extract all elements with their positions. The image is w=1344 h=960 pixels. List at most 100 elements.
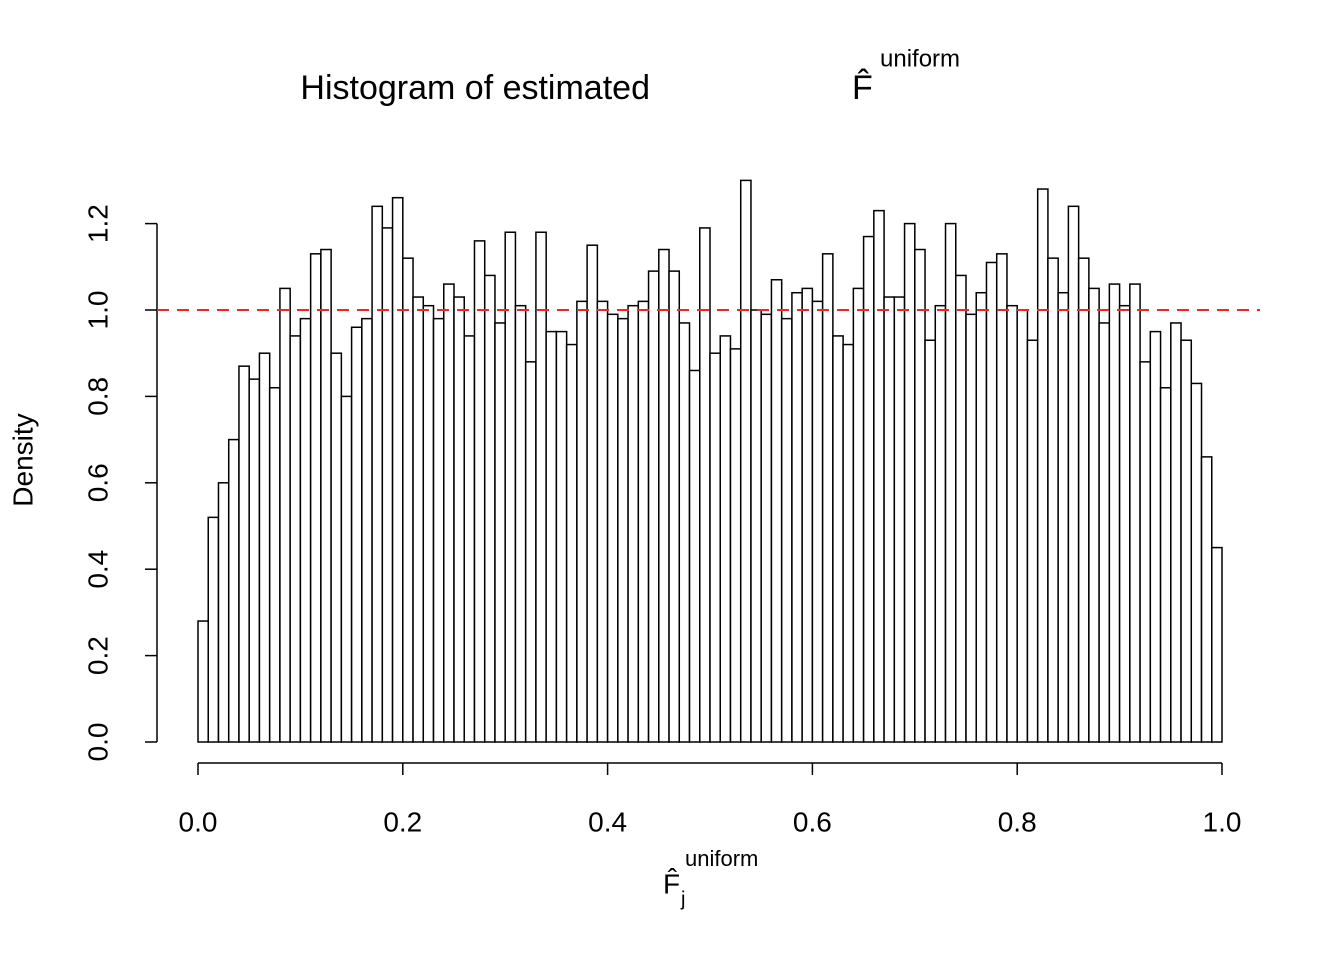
bar bbox=[1047, 257, 1059, 743]
bar bbox=[1006, 304, 1018, 743]
bar bbox=[545, 330, 558, 743]
bar bbox=[412, 296, 425, 743]
bar bbox=[535, 231, 547, 743]
bar bbox=[862, 235, 875, 743]
bar bbox=[207, 516, 220, 743]
bar bbox=[709, 352, 721, 743]
bar bbox=[340, 395, 353, 743]
bar bbox=[1036, 188, 1049, 743]
bar bbox=[658, 248, 670, 743]
y-tick-label: 0.4 bbox=[82, 550, 113, 589]
bar bbox=[361, 317, 373, 743]
bar bbox=[1118, 304, 1131, 743]
x-tick-label: 0.0 bbox=[179, 806, 218, 837]
bar bbox=[985, 261, 998, 743]
bar bbox=[494, 322, 506, 743]
bar bbox=[1026, 339, 1039, 743]
bar bbox=[1108, 283, 1121, 743]
bar bbox=[668, 270, 681, 743]
bar bbox=[402, 257, 414, 743]
y-axis-label: Density bbox=[7, 413, 38, 506]
bar bbox=[514, 304, 527, 743]
bar bbox=[914, 248, 926, 743]
bar bbox=[1149, 330, 1162, 743]
bar bbox=[320, 248, 332, 743]
bar bbox=[473, 240, 486, 743]
bar bbox=[852, 287, 865, 743]
bar bbox=[248, 378, 261, 743]
bar bbox=[1190, 382, 1203, 743]
bar bbox=[576, 300, 588, 743]
bar bbox=[309, 253, 322, 743]
bar bbox=[903, 222, 916, 743]
bar bbox=[217, 482, 230, 743]
bar bbox=[780, 317, 793, 743]
bar bbox=[1129, 283, 1141, 743]
bar bbox=[586, 244, 599, 743]
bar bbox=[750, 309, 762, 743]
bar bbox=[699, 227, 711, 743]
bar bbox=[739, 179, 752, 743]
bar bbox=[504, 231, 517, 743]
chart-title-symbol: F̂ bbox=[852, 68, 873, 107]
x-tick-label: 0.6 bbox=[793, 806, 832, 837]
bar bbox=[422, 304, 435, 743]
bar bbox=[627, 304, 640, 743]
bar bbox=[770, 279, 783, 743]
bar bbox=[1067, 205, 1080, 743]
bar bbox=[606, 313, 619, 743]
x-tick-label: 0.2 bbox=[383, 806, 422, 837]
bar bbox=[432, 317, 445, 743]
bar bbox=[483, 274, 496, 743]
x-tick-label: 1.0 bbox=[1203, 806, 1242, 837]
y-tick-label: 0.6 bbox=[82, 463, 113, 502]
x-axis-label-subscript: j bbox=[680, 888, 685, 910]
bar bbox=[944, 222, 957, 743]
bar bbox=[330, 352, 343, 743]
x-axis-label-superscript: uniform bbox=[685, 846, 758, 871]
bar bbox=[801, 287, 814, 743]
bar bbox=[555, 330, 568, 743]
bar bbox=[391, 196, 404, 743]
bar bbox=[463, 335, 476, 743]
y-tick-label: 0.0 bbox=[82, 723, 113, 762]
bar bbox=[524, 361, 537, 743]
x-tick-label: 0.8 bbox=[998, 806, 1037, 837]
bar bbox=[995, 253, 1008, 743]
bar bbox=[1139, 361, 1152, 743]
bar bbox=[1170, 322, 1182, 743]
y-tick-label: 0.8 bbox=[82, 377, 113, 416]
bar bbox=[453, 296, 465, 743]
bar bbox=[1088, 287, 1100, 743]
bar bbox=[719, 335, 732, 743]
bar bbox=[596, 300, 609, 743]
bar bbox=[1077, 257, 1090, 743]
x-axis-label-symbol: F̂ bbox=[663, 868, 680, 899]
bar bbox=[688, 369, 701, 743]
bar bbox=[1159, 387, 1172, 743]
bar bbox=[975, 291, 988, 743]
bar bbox=[647, 270, 660, 743]
bar bbox=[1200, 456, 1213, 743]
bar bbox=[760, 313, 773, 743]
y-tick-label: 0.2 bbox=[82, 636, 113, 675]
chart-title-superscript: uniform bbox=[880, 45, 960, 72]
bar bbox=[1057, 291, 1070, 743]
bar bbox=[821, 253, 834, 743]
bar bbox=[1180, 339, 1193, 743]
bar bbox=[955, 274, 967, 743]
bar bbox=[934, 304, 947, 743]
bar bbox=[791, 291, 803, 743]
bar bbox=[565, 343, 578, 743]
bar bbox=[1098, 322, 1111, 743]
chart-title: Histogram of estimated bbox=[300, 69, 650, 107]
bar bbox=[1211, 546, 1223, 743]
bar bbox=[832, 335, 844, 743]
bar bbox=[617, 317, 629, 743]
bar bbox=[924, 339, 937, 743]
bar bbox=[811, 300, 824, 743]
bar bbox=[729, 348, 742, 743]
bar bbox=[289, 335, 302, 743]
bar bbox=[883, 296, 896, 743]
bar bbox=[197, 620, 209, 743]
